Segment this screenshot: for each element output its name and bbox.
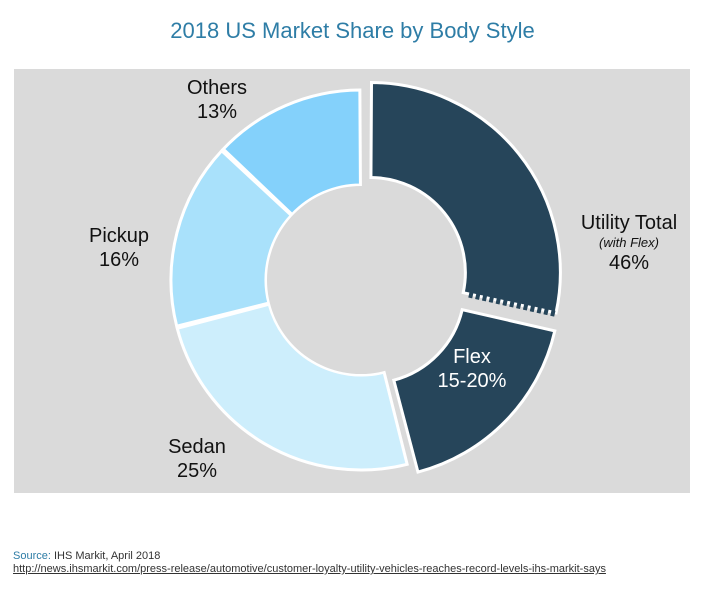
label-pickup: Pickup 16% (74, 224, 164, 272)
label-pickup-name: Pickup (88, 225, 150, 247)
label-utility-total-name: Utility Total (580, 212, 678, 234)
label-others: Others 13% (172, 76, 262, 124)
label-utility-total-note: (with Flex) (599, 235, 659, 250)
label-sedan: Sedan 25% (152, 435, 242, 483)
label-utility-total: Utility Total (with Flex) 46% (564, 211, 694, 275)
label-others-name: Others (186, 77, 248, 99)
label-flex-name: Flex (453, 346, 491, 368)
label-sedan-value: 25% (176, 460, 218, 482)
label-utility-total-value: 46% (608, 252, 650, 274)
slice-pickup (169, 148, 294, 328)
label-others-value: 13% (196, 101, 238, 123)
slice-utility (369, 80, 562, 315)
flex-divider (468, 291, 559, 318)
slice-flex (391, 307, 557, 474)
donut-hole (267, 186, 455, 374)
donut-chart (169, 80, 562, 474)
label-sedan-name: Sedan (168, 436, 226, 458)
source-text: IHS Markit, April 2018 (53, 550, 161, 562)
label-flex: Flex 15-20% (417, 345, 527, 393)
slice-others (221, 88, 362, 217)
chart-title: 2018 US Market Share by Body Style (170, 18, 535, 43)
label-flex-value: 15-20% (437, 370, 507, 392)
label-pickup-value: 16% (98, 249, 140, 271)
source-note: Source: IHS Markit, April 2018 http://ne… (13, 550, 606, 576)
slice-sedan (175, 302, 409, 472)
source-url-link[interactable]: http://news.ihsmarkit.com/press-release/… (13, 563, 606, 575)
plot-area: Utility Total (with Flex) 46% Flex 15-20… (14, 69, 690, 493)
source-label: Source: (13, 550, 51, 562)
